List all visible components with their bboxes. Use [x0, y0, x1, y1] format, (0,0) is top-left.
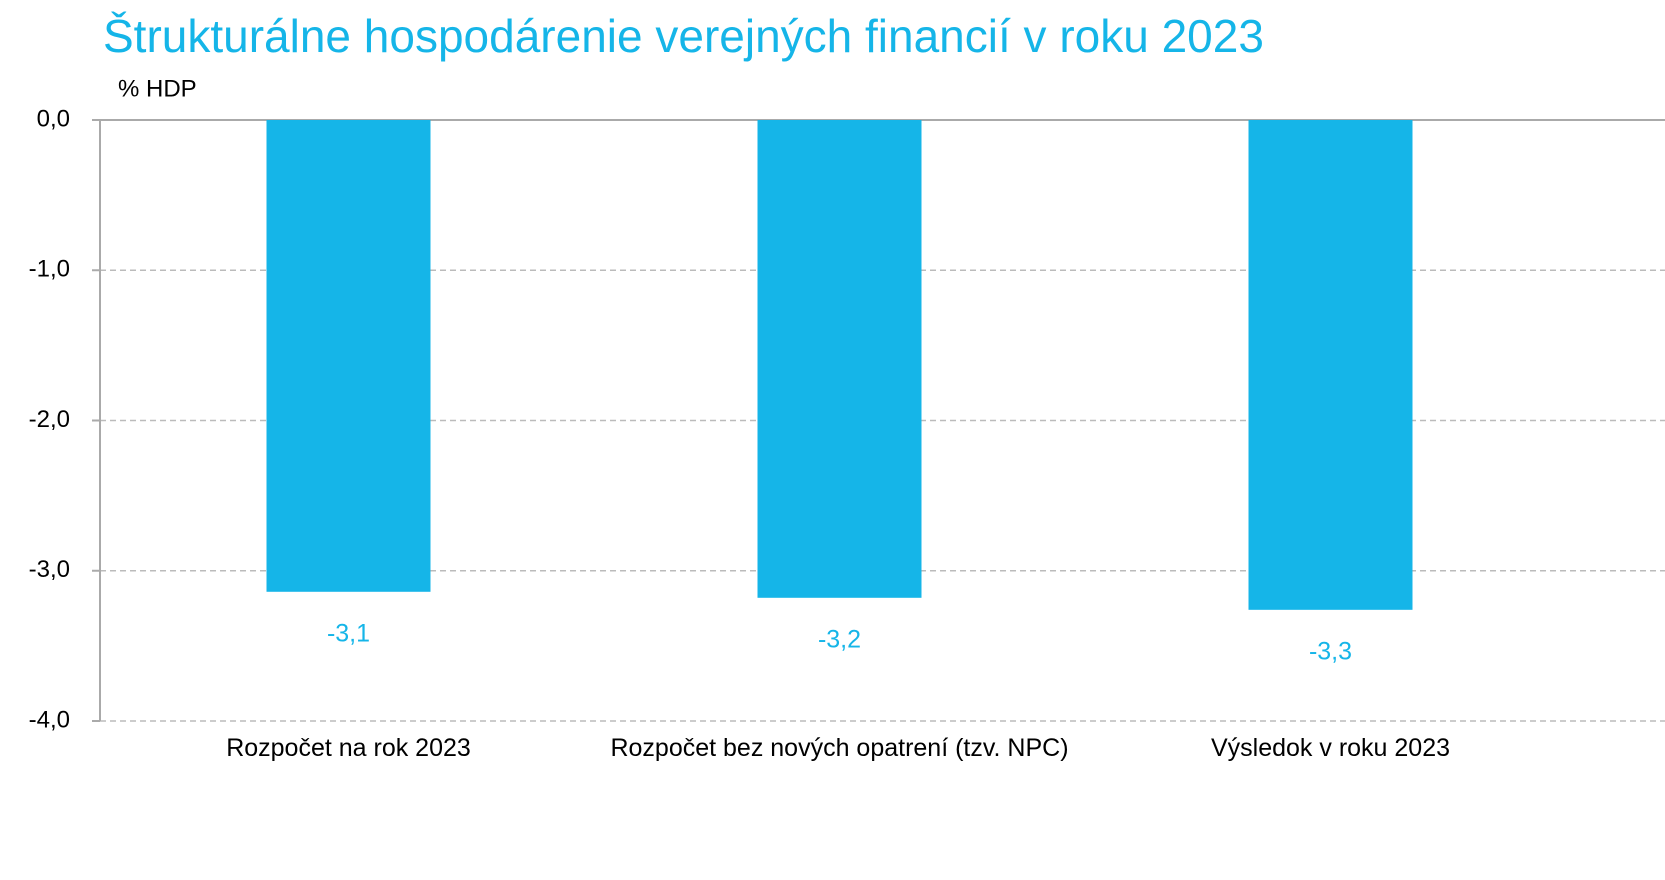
chart-title: Štrukturálne hospodárenie verejných fina… — [103, 10, 1264, 62]
y-tick-label: -3,0 — [29, 556, 70, 583]
y-tick-label: 0,0 — [37, 105, 70, 132]
y-axis-label: % HDP — [118, 75, 197, 102]
y-tick-label: -4,0 — [29, 706, 70, 733]
bar — [757, 120, 922, 598]
x-tick-label: Výsledok v roku 2023 — [1210, 734, 1451, 762]
value-label: -3,1 — [327, 619, 370, 647]
y-tick-label: -1,0 — [29, 256, 70, 283]
bar — [1248, 120, 1413, 610]
value-label: -3,3 — [1309, 637, 1352, 665]
value-label: -3,2 — [818, 625, 861, 653]
x-tick-label: Rozpočet na rok 2023 — [226, 734, 471, 762]
x-tick-label: Rozpočet bez nových opatrení (tzv. NPC) — [610, 734, 1069, 762]
y-tick-label: -2,0 — [29, 406, 70, 433]
bar — [266, 120, 431, 592]
